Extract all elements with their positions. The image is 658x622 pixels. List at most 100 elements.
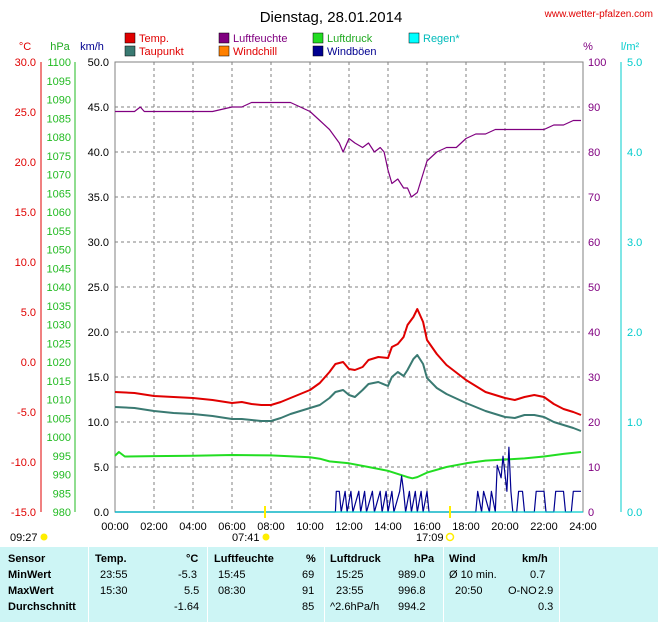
- grid: [40, 62, 622, 512]
- header-wind-unit: km/h: [522, 553, 548, 565]
- x-tick-label: 16:00: [413, 521, 441, 533]
- pressure-tick-label: 1035: [47, 301, 71, 313]
- series-line-temp: [114, 308, 582, 416]
- pressure-tick-label: 990: [53, 470, 71, 482]
- cell-pressure-time: 15:25: [336, 569, 364, 581]
- temp-tick-label: 0.0: [21, 357, 36, 369]
- humidity-tick-label: 60: [588, 237, 600, 249]
- header-sensor: Sensor: [8, 553, 46, 565]
- unit-temp: °C: [19, 41, 31, 53]
- wind-tick-label: 45.0: [88, 102, 109, 114]
- cell-humidity-value: 91: [302, 585, 315, 597]
- table-header: Sensor Temp. °C Luftfeuchte % Luftdruck …: [0, 553, 658, 569]
- sunset-time: 17:09: [416, 532, 444, 544]
- x-tick-label: 02:00: [140, 521, 168, 533]
- pressure-tick-label: 1040: [47, 282, 71, 294]
- legend-label-regen: Regen*: [423, 33, 460, 45]
- pressure-tick-label: 1050: [47, 245, 71, 257]
- humidity-tick-label: 0: [588, 507, 594, 519]
- legend: Temp. Taupunkt Luftfeuchte Windchill Luf…: [124, 32, 460, 58]
- source-link[interactable]: www.wetter-pfalzen.com: [544, 9, 653, 20]
- x-tick-label: 00:00: [101, 521, 129, 533]
- sunrise-time: 07:41: [232, 532, 260, 544]
- x-tick-label: 12:00: [335, 521, 363, 533]
- pressure-tick-label: 1045: [47, 263, 71, 275]
- sun-markers: 09:27 07:41 17:09: [10, 506, 455, 544]
- wind-tick-label: 50.0: [88, 57, 109, 69]
- legend-swatch-luftfeuchte: [218, 32, 230, 44]
- table-divider: [324, 547, 325, 622]
- sunset-icon: [445, 532, 455, 542]
- header-temp-unit: °C: [186, 553, 199, 565]
- moonrise-time: 09:27: [10, 532, 38, 544]
- humidity-tick-label: 100: [588, 57, 606, 69]
- wind-tick-label: 5.0: [94, 462, 109, 474]
- pressure-tick-label: 1030: [47, 320, 71, 332]
- series-line-luftdruck: [114, 451, 582, 480]
- table-divider: [443, 547, 444, 622]
- x-tick-label: 10:00: [296, 521, 324, 533]
- table-divider: [88, 547, 89, 622]
- pressure-tick-label: 1100: [47, 57, 71, 69]
- header-humidity-unit: %: [306, 553, 316, 565]
- pressure-tick-label: 995: [53, 451, 71, 463]
- temp-tick-label: -10.0: [11, 457, 36, 469]
- temp-tick-label: 5.0: [21, 307, 36, 319]
- pressure-tick-label: 1075: [47, 151, 71, 163]
- row-label: MinWert: [8, 569, 52, 581]
- header-pressure-unit: hPa: [414, 553, 435, 565]
- unit-rain: l/m²: [621, 41, 640, 53]
- humidity-tick-label: 30: [588, 372, 600, 384]
- x-tick-label: 04:00: [179, 521, 207, 533]
- cell-pressure-value: 996.8: [398, 585, 426, 597]
- cell-wind-value: 0.7: [530, 569, 546, 581]
- cell-humidity-value: 69: [302, 569, 315, 581]
- weather-chart: Dienstag, 28.01.2014 www.wetter-pfalzen.…: [10, 9, 653, 544]
- stats-table: Sensor Temp. °C Luftfeuchte % Luftdruck …: [0, 545, 658, 622]
- humidity-tick-label: 50: [588, 282, 600, 294]
- cell-wind-value: 0.3: [538, 601, 554, 613]
- humidity-tick-label: 10: [588, 462, 600, 474]
- cell-humidity-value: 85: [302, 601, 315, 613]
- legend-label-taupunkt: Taupunkt: [139, 46, 184, 58]
- rain-tick-label: 3.0: [627, 237, 642, 249]
- cell-temp-value: -1.64: [174, 601, 200, 613]
- x-tick-label: 18:00: [452, 521, 480, 533]
- cell-humidity-time: 08:30: [218, 585, 246, 597]
- table-divider: [559, 547, 560, 622]
- wind-tick-label: 35.0: [88, 192, 109, 204]
- unit-humidity: %: [583, 41, 593, 53]
- table-row-min: MinWert 23:55 -5.3 15:45 69 15:25 989.0 …: [0, 569, 658, 585]
- pressure-tick-label: 1000: [47, 432, 71, 444]
- x-tick-label: 24:00: [569, 521, 597, 533]
- legend-label-windchill: Windchill: [233, 46, 277, 58]
- legend-label-luftdruck: Luftdruck: [327, 33, 373, 45]
- pressure-tick-label: 1015: [47, 376, 71, 388]
- header-temp: Temp.: [95, 553, 127, 565]
- cell-pressure-value: 994.2: [398, 601, 426, 613]
- rain-tick-label: 2.0: [627, 327, 642, 339]
- header-pressure: Luftdruck: [330, 553, 381, 565]
- pressure-tick-label: 1025: [47, 338, 71, 350]
- temp-tick-label: 30.0: [15, 57, 36, 69]
- legend-swatch-taupunkt: [124, 45, 136, 57]
- x-tick-label: 22:00: [530, 521, 558, 533]
- sunrise-icon: [262, 533, 270, 541]
- pressure-tick-label: 1020: [47, 357, 71, 369]
- humidity-tick-label: 80: [588, 147, 600, 159]
- cell-temp-time: 15:30: [100, 585, 128, 597]
- cell-temp-time: 23:55: [100, 569, 128, 581]
- legend-label-windboeen: Windböen: [327, 46, 377, 58]
- pressure-tick-label: 1060: [47, 207, 71, 219]
- temp-tick-label: 10.0: [15, 257, 36, 269]
- legend-swatch-temp: [124, 32, 136, 44]
- cell-temp-value: 5.5: [184, 585, 200, 597]
- unit-pressure: hPa: [50, 41, 70, 53]
- row-label: MaxWert: [8, 585, 54, 597]
- temp-tick-label: 25.0: [15, 107, 36, 119]
- humidity-tick-label: 90: [588, 102, 600, 114]
- legend-swatch-windboeen: [312, 45, 324, 57]
- cell-temp-value: -5.3: [178, 569, 197, 581]
- cell-pressure-time: 23:55: [336, 585, 364, 597]
- humidity-tick-label: 20: [588, 417, 600, 429]
